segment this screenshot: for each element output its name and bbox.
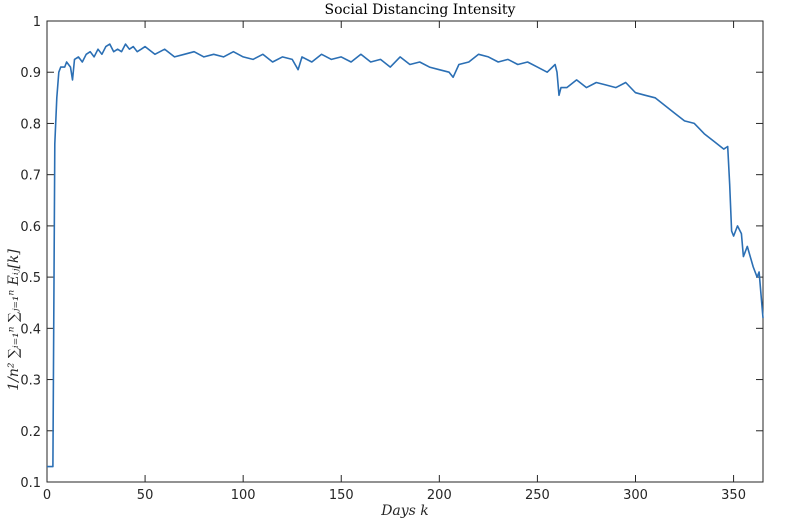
x-tick-label: 50 (137, 488, 154, 503)
y-tick-label: 0.3 (20, 374, 41, 389)
series-line (47, 43, 764, 468)
y-tick-label: 0.7 (20, 169, 41, 184)
y-tick-label: 0.1 (20, 476, 41, 491)
x-tick-label: 150 (329, 488, 354, 503)
x-tick-label: 350 (721, 488, 746, 503)
x-axis-label: Days k (380, 503, 429, 519)
y-tick-label: 0.9 (20, 66, 41, 81)
y-tick-label: 0.6 (20, 220, 41, 235)
y-tick-label: 0.5 (20, 271, 41, 286)
y-axis: 0.1 0.2 0.3 0.4 0.5 0.6 0.7 0.8 0.9 1 (20, 15, 763, 491)
y-tick-label: 0.8 (20, 117, 41, 132)
x-tick-label: 100 (231, 488, 256, 503)
x-axis: 0 50 100 150 200 250 300 350 (43, 21, 746, 503)
x-tick-label: 300 (623, 488, 648, 503)
x-tick-label: 0 (43, 488, 51, 503)
chart-title: Social Distancing Intensity (325, 2, 516, 18)
y-tick-label: 0.2 (20, 425, 41, 440)
y-axis-label: 1/n² ∑ᵢ₌₁ⁿ ∑ⱼ₌₁ⁿ Eᵢⱼ[k] (6, 249, 22, 391)
x-tick-label: 200 (427, 488, 452, 503)
x-tick-label: 250 (525, 488, 550, 503)
y-tick-label: 1 (33, 15, 41, 30)
y-tick-label: 0.4 (20, 322, 41, 337)
plot-area (46, 20, 764, 483)
